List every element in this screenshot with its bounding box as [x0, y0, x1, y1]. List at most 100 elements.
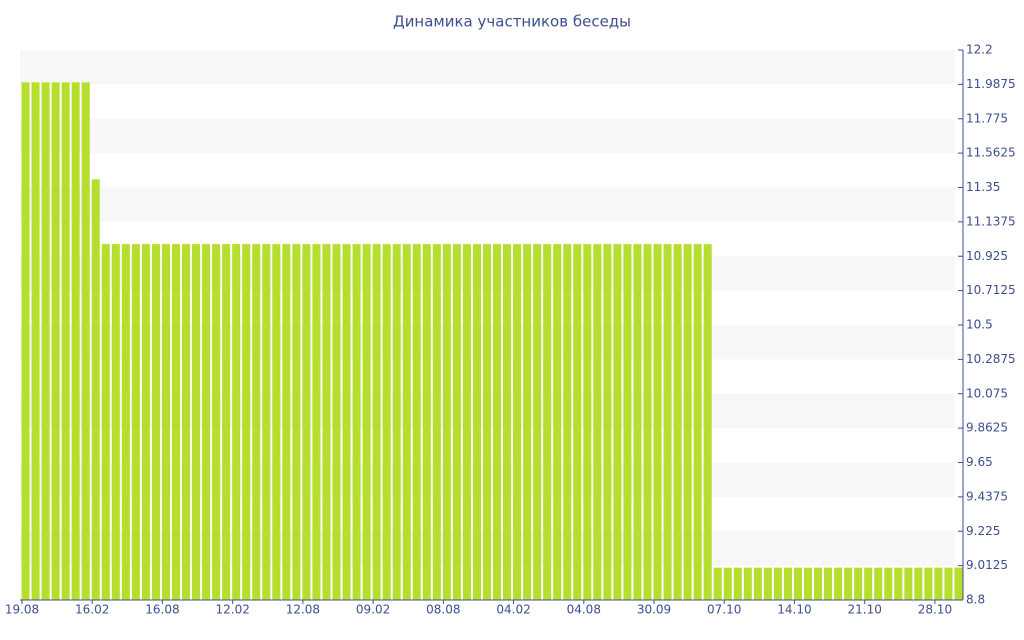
bar [402, 244, 411, 600]
bar [51, 82, 60, 600]
x-tick-label: 07.10 [707, 603, 741, 617]
bar [854, 567, 863, 600]
bar [302, 244, 311, 600]
bar [91, 179, 100, 601]
bar [432, 244, 441, 600]
y-tick-label: 9.4375 [966, 489, 1008, 503]
bar [81, 82, 90, 600]
x-tick-label: 16.08 [145, 603, 179, 617]
x-tick-label: 04.08 [567, 603, 601, 617]
bar [442, 244, 451, 600]
bar [693, 244, 702, 600]
bar [422, 244, 431, 600]
y-tick-label: 11.5625 [966, 146, 1016, 160]
bar [131, 244, 140, 600]
bar [41, 82, 50, 600]
bar [844, 567, 853, 600]
bar [643, 244, 652, 600]
bar [31, 82, 40, 600]
y-tick-label: 11.9875 [966, 77, 1016, 91]
bar [874, 567, 883, 600]
bar [272, 244, 281, 600]
bar [753, 567, 762, 600]
y-tick-label: 10.2875 [966, 352, 1016, 366]
bar [101, 244, 110, 600]
x-tick-label: 08.08 [426, 603, 460, 617]
bar [71, 82, 80, 600]
x-tick-label: 19.08 [5, 603, 39, 617]
bar [593, 244, 602, 600]
bar [543, 244, 552, 600]
y-tick-label: 11.775 [966, 111, 1008, 125]
bar [452, 244, 461, 600]
bar [161, 244, 170, 600]
bar [462, 244, 471, 600]
bar [703, 244, 712, 600]
bar [603, 244, 612, 600]
bar [523, 244, 532, 600]
bar [713, 567, 722, 600]
x-tick-label: 16.02 [75, 603, 109, 617]
bar [773, 567, 782, 600]
x-tick-label: 28.10 [918, 603, 952, 617]
x-tick-label: 09.02 [356, 603, 390, 617]
bar [292, 244, 301, 600]
bar [322, 244, 331, 600]
bar [482, 244, 491, 600]
x-tick-label: 14.10 [777, 603, 811, 617]
bar [412, 244, 421, 600]
bar [553, 244, 562, 600]
bar [583, 244, 592, 600]
bar [282, 244, 291, 600]
bar [864, 567, 873, 600]
bar [944, 567, 953, 600]
bar [954, 567, 963, 600]
bar [884, 567, 893, 600]
grid-band [20, 118, 955, 154]
bar [202, 244, 211, 600]
bar [242, 244, 251, 600]
bar [192, 244, 201, 600]
x-tick-label: 12.02 [215, 603, 249, 617]
bar [733, 567, 742, 600]
bar [121, 244, 130, 600]
bar [352, 244, 361, 600]
bar [653, 244, 662, 600]
bar [513, 244, 522, 600]
bar [814, 567, 823, 600]
bar [382, 244, 391, 600]
bar [723, 567, 732, 600]
bar [372, 244, 381, 600]
bar [262, 244, 271, 600]
bar [803, 567, 813, 600]
x-tick-label: 21.10 [848, 603, 882, 617]
bar [232, 244, 241, 600]
bar [894, 567, 903, 600]
x-tick-label: 12.08 [286, 603, 320, 617]
bar [783, 567, 792, 600]
x-tick-label: 04.02 [496, 603, 530, 617]
bar [472, 244, 481, 600]
chart-title: Динамика участников беседы [393, 13, 631, 31]
y-tick-label: 9.225 [966, 524, 1000, 538]
bar [212, 244, 221, 600]
bar [924, 567, 933, 600]
bar [151, 244, 160, 600]
y-tick-label: 9.8625 [966, 421, 1008, 435]
bar [171, 244, 181, 600]
y-tick-label: 10.925 [966, 249, 1008, 263]
bar [21, 82, 30, 600]
bar [623, 244, 632, 600]
bar [392, 244, 401, 600]
bar [533, 244, 542, 600]
bar [252, 244, 261, 600]
bar [493, 244, 502, 600]
bar [633, 244, 642, 600]
grid-band [20, 187, 955, 222]
y-tick-label: 12.2 [966, 43, 993, 57]
y-tick-label: 11.35 [966, 180, 1000, 194]
bar [683, 244, 692, 600]
bar [563, 244, 572, 600]
y-tick-label: 9.0125 [966, 558, 1008, 572]
